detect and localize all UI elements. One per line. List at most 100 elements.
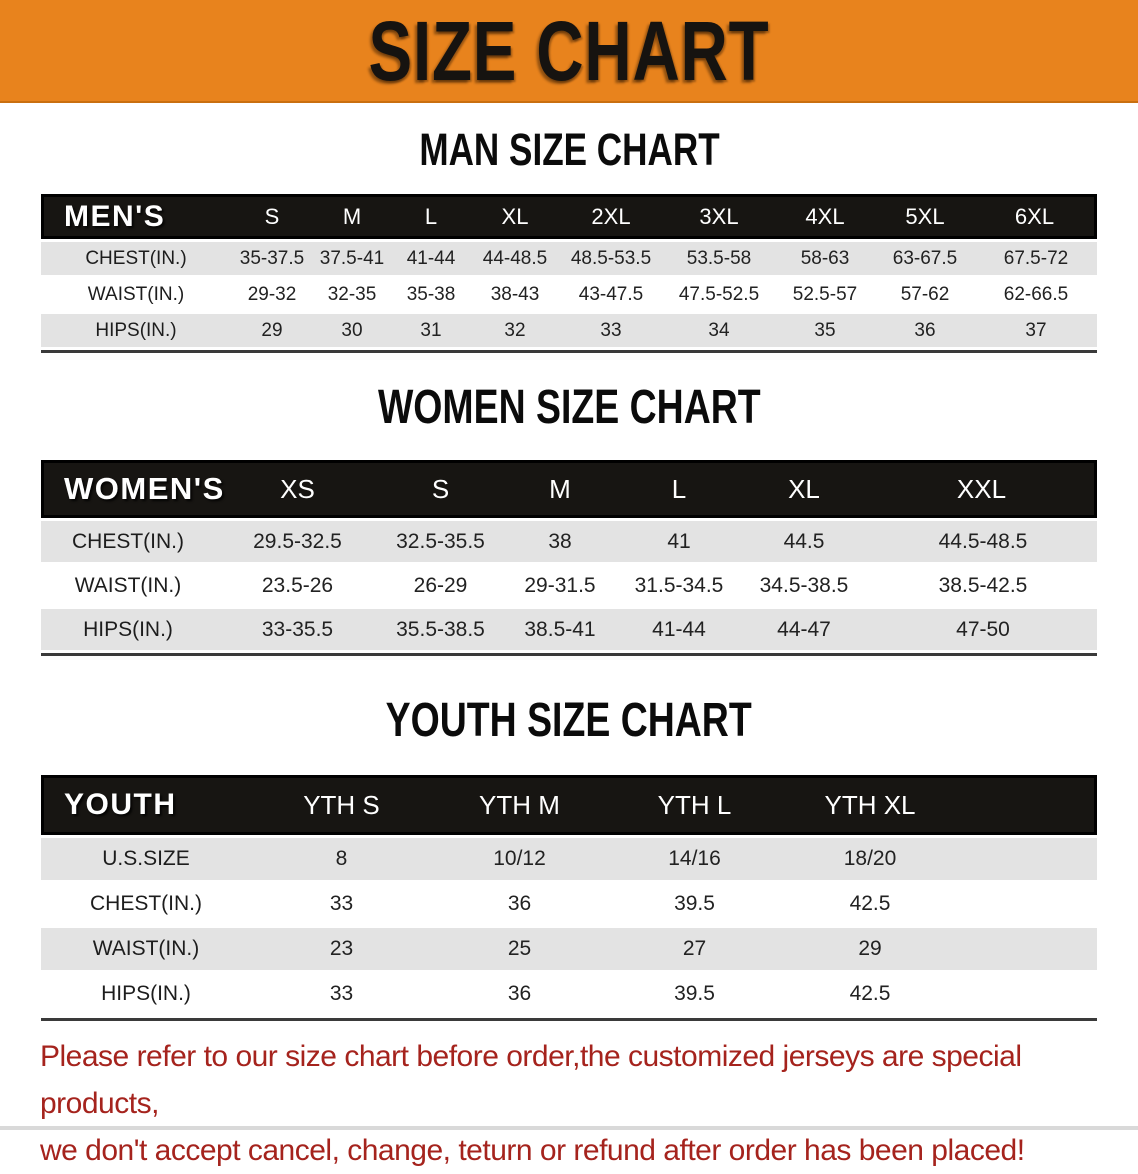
men-value-2-6: 35	[814, 319, 836, 341]
youth-value-1-2: 39.5	[674, 892, 715, 915]
men-header-row: MEN'S S M L XL 2XL 3XL 4XL 5XL 6XL	[41, 194, 1097, 239]
men-value-1-5: 47.5-52.5	[678, 283, 760, 305]
men-column-header-2: L	[391, 194, 471, 239]
women-column-header-1: S	[380, 460, 501, 518]
women-row-label-0: CHEST(IN.)	[72, 529, 184, 553]
men-column-header-6: 4XL	[775, 194, 875, 239]
women-value-0-0: 29.5-32.5	[253, 529, 342, 553]
women-column-header-3: L	[619, 460, 739, 518]
women-column-header-4: XL	[739, 460, 869, 518]
section-title-women-text: WOMEN SIZE CHART	[377, 381, 761, 434]
men-value-1-6: 52.5-57	[792, 283, 858, 305]
women-value-0-5: 44.5-48.5	[938, 529, 1028, 553]
men-value-1-4: 43-47.5	[578, 283, 644, 305]
men-value-1-1: 32-35	[327, 283, 377, 305]
banner-title: SIZE CHART	[312, 9, 826, 93]
youth-row-label-1: CHEST(IN.)	[90, 892, 202, 915]
women-value-0-4: 44.5	[783, 529, 825, 553]
section-title-men: MAN SIZE CHART	[0, 123, 1138, 177]
youth-value-1-0: 33	[329, 892, 354, 915]
youth-column-header-1: YTH M	[432, 775, 607, 835]
youth-value-3-3: 42.5	[849, 982, 891, 1005]
youth-row-label-2: WAIST(IN.)	[92, 937, 200, 960]
women-table-wrap: WOMEN'S XS S M L XL XXL CHEST(IN.) 29.5-32.5 32.5…	[41, 457, 1097, 656]
men-row-0: CHEST(IN.) 35-37.5 37.5-41 41-44 44-48.5 48.5…	[41, 242, 1097, 275]
youth-row-1: CHEST(IN.) 33 36 39.5 42.5	[41, 883, 1097, 925]
women-corner-label: WOMEN'S	[41, 460, 223, 518]
women-row-2: HIPS(IN.) 33-35.5 35.5-38.5 38.5-41 41-44 44-…	[41, 609, 1097, 650]
men-size-table: MEN'S S M L XL 2XL 3XL 4XL 5XL 6XL CHEST(IN.) 35-37…	[41, 191, 1097, 350]
men-value-2-1: 30	[341, 319, 363, 341]
men-column-header-3: XL	[471, 194, 559, 239]
women-row-label-2: HIPS(IN.)	[83, 617, 173, 641]
youth-row-0: U.S.SIZE 8 10/12 14/16 18/20	[41, 838, 1097, 880]
men-value-1-0: 29-32	[247, 283, 297, 305]
youth-row-spacer-0	[958, 838, 1097, 880]
women-column-header-2: M	[501, 460, 619, 518]
youth-value-3-2: 39.5	[674, 982, 715, 1005]
men-value-0-3: 44-48.5	[482, 247, 548, 269]
women-value-2-1: 35.5-38.5	[396, 617, 485, 641]
youth-value-0-0: 8	[335, 847, 348, 870]
youth-column-header-2: YTH L	[607, 775, 782, 835]
men-corner-label: MEN'S	[41, 194, 231, 239]
youth-value-2-3: 29	[858, 937, 882, 960]
disclaimer-line-2: we don't accept cancel, change, teturn o…	[40, 1134, 1025, 1167]
women-value-2-2: 38.5-41	[524, 617, 596, 641]
youth-row-spacer-1	[958, 883, 1097, 925]
banner-title-text: SIZE CHART	[368, 3, 770, 98]
disclaimer-line-1: Please refer to our size chart before or…	[40, 1040, 1022, 1120]
youth-value-2-2: 27	[682, 937, 707, 960]
youth-value-0-1: 10/12	[493, 847, 546, 870]
men-column-header-5: 3XL	[663, 194, 775, 239]
section-title-men-text: MAN SIZE CHART	[418, 124, 720, 175]
youth-value-1-1: 36	[507, 892, 532, 915]
men-column-header-0: S	[231, 194, 313, 239]
youth-column-header-3: YTH XL	[782, 775, 958, 835]
women-value-1-1: 26-29	[413, 573, 468, 597]
women-row-label-1: WAIST(IN.)	[74, 573, 182, 597]
youth-size-section: YOUTH SIZE CHART YOUTH YTH S YTH M YTH L YTH…	[0, 694, 1138, 1021]
men-row-label-1: WAIST(IN.)	[87, 283, 185, 305]
men-column-header-7: 5XL	[875, 194, 975, 239]
size-chart-banner: SIZE CHART	[0, 0, 1138, 103]
women-value-1-4: 34.5-38.5	[759, 573, 849, 597]
men-column-header-4: 2XL	[559, 194, 663, 239]
men-value-2-0: 29	[261, 319, 283, 341]
section-title-women: WOMEN SIZE CHART	[0, 381, 1138, 435]
youth-value-0-3: 18/20	[843, 847, 897, 870]
men-value-2-2: 31	[420, 319, 442, 341]
men-row-2: HIPS(IN.) 29 30 31 32 33 34 35 36 37	[41, 314, 1097, 347]
women-row-0: CHEST(IN.) 29.5-32.5 32.5-35.5 38 41 44.5 44.5…	[41, 521, 1097, 562]
women-value-1-3: 31.5-34.5	[634, 573, 724, 597]
men-value-0-0: 35-37.5	[239, 247, 305, 269]
men-row-1: WAIST(IN.) 29-32 32-35 35-38 38-43 43-47.5 47.…	[41, 278, 1097, 311]
youth-row-label-0: U.S.SIZE	[102, 847, 190, 870]
women-value-2-3: 41-44	[652, 617, 706, 641]
section-title-youth: YOUTH SIZE CHART	[0, 694, 1138, 748]
women-value-1-2: 29-31.5	[524, 573, 596, 597]
section-title-youth-text: YOUTH SIZE CHART	[385, 694, 753, 747]
youth-row-3: HIPS(IN.) 33 36 39.5 42.5	[41, 973, 1097, 1015]
youth-value-2-0: 23	[329, 937, 354, 960]
page-bottom-edge	[0, 1126, 1138, 1130]
men-value-0-6: 58-63	[800, 247, 850, 269]
men-value-0-5: 53.5-58	[686, 247, 752, 269]
men-value-0-7: 63-67.5	[892, 247, 958, 269]
women-column-header-0: XS	[215, 460, 380, 518]
women-size-section: WOMEN SIZE CHART WOMEN'S XS S M L XL XXL CHEST(…	[0, 381, 1138, 656]
youth-size-table: YOUTH YTH S YTH M YTH L YTH XL U.S.SIZE 8 10/12…	[41, 772, 1097, 1018]
men-row-label-2: HIPS(IN.)	[95, 319, 177, 341]
men-value-2-4: 33	[600, 319, 622, 341]
youth-header-row: YOUTH YTH S YTH M YTH L YTH XL	[41, 775, 1097, 835]
youth-row-spacer-3	[958, 973, 1097, 1015]
youth-value-1-3: 42.5	[849, 892, 891, 915]
women-value-2-4: 44-47	[777, 617, 831, 641]
men-value-2-5: 34	[708, 319, 730, 341]
men-row-label-0: CHEST(IN.)	[85, 247, 187, 269]
youth-row-2: WAIST(IN.) 23 25 27 29	[41, 928, 1097, 970]
disclaimer: Please refer to our size chart before or…	[0, 1033, 1138, 1174]
men-value-2-7: 36	[914, 319, 936, 341]
women-value-0-1: 32.5-35.5	[396, 529, 485, 553]
youth-table-wrap: YOUTH YTH S YTH M YTH L YTH XL U.S.SIZE 8 10/12…	[41, 772, 1097, 1021]
